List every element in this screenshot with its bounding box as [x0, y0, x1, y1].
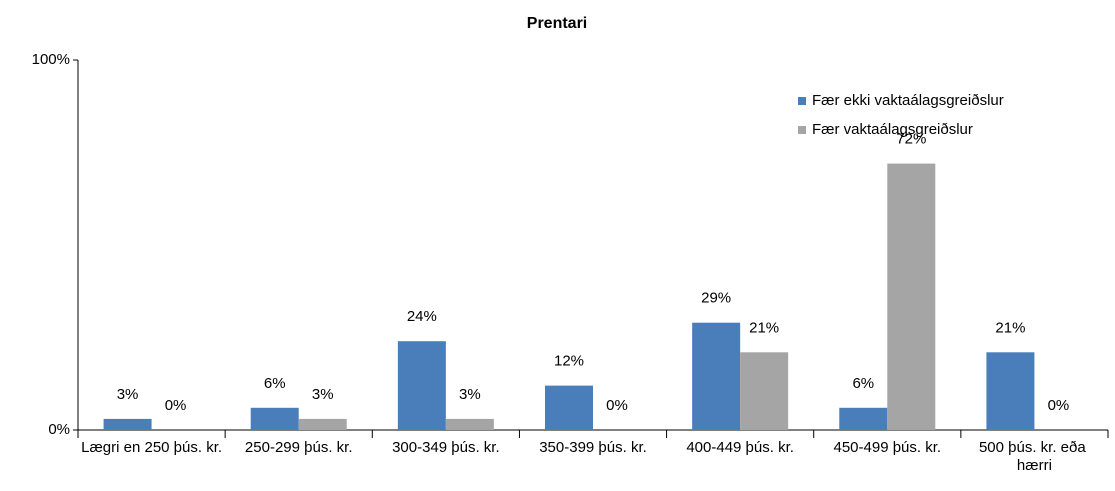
x-tick-label: 300-349 þús. kr. — [392, 439, 500, 456]
bar — [545, 385, 593, 430]
data-label: 21% — [749, 319, 779, 336]
bar — [839, 407, 888, 430]
bar — [445, 418, 494, 430]
data-label: 0% — [1048, 397, 1070, 414]
x-tick-label: 450-499 þús. kr. — [833, 439, 941, 456]
data-label: 24% — [407, 308, 437, 325]
data-label: 72% — [896, 131, 926, 148]
data-label: 6% — [852, 375, 874, 392]
legend-swatch — [798, 97, 806, 105]
bar — [298, 418, 347, 430]
data-label: 12% — [554, 353, 584, 370]
bar — [740, 352, 789, 430]
legend-swatch — [798, 126, 806, 134]
bar — [250, 407, 299, 430]
x-tick-label: 400-449 þús. kr. — [686, 439, 794, 456]
bar — [397, 341, 446, 430]
data-label: 3% — [312, 386, 334, 403]
y-tick-label: 100% — [32, 51, 70, 68]
data-label: 21% — [995, 319, 1025, 336]
x-tick-label: 250-299 þús. kr. — [245, 439, 353, 456]
x-tick-label: 350-399 þús. kr. — [539, 439, 647, 456]
bar — [103, 418, 152, 430]
bar — [986, 352, 1035, 430]
legend-label: Fær ekki vaktaálagsgreiðslur — [812, 92, 1004, 109]
x-tick-label: 500 þús. kr. eða hærri — [979, 439, 1090, 474]
data-label: 3% — [117, 386, 139, 403]
data-label: 0% — [165, 397, 187, 414]
data-label: 29% — [701, 290, 731, 307]
legend-label: Fær vaktaálagsgreiðslur — [812, 121, 973, 138]
chart-title: Prentari — [527, 15, 587, 32]
y-tick-label: 0% — [48, 421, 70, 438]
bar — [887, 163, 936, 430]
data-label: 0% — [606, 397, 628, 414]
x-tick-label: Lægri en 250 þús. kr. — [81, 439, 222, 456]
bar — [692, 322, 741, 430]
data-label: 3% — [459, 386, 481, 403]
data-label: 6% — [264, 375, 286, 392]
